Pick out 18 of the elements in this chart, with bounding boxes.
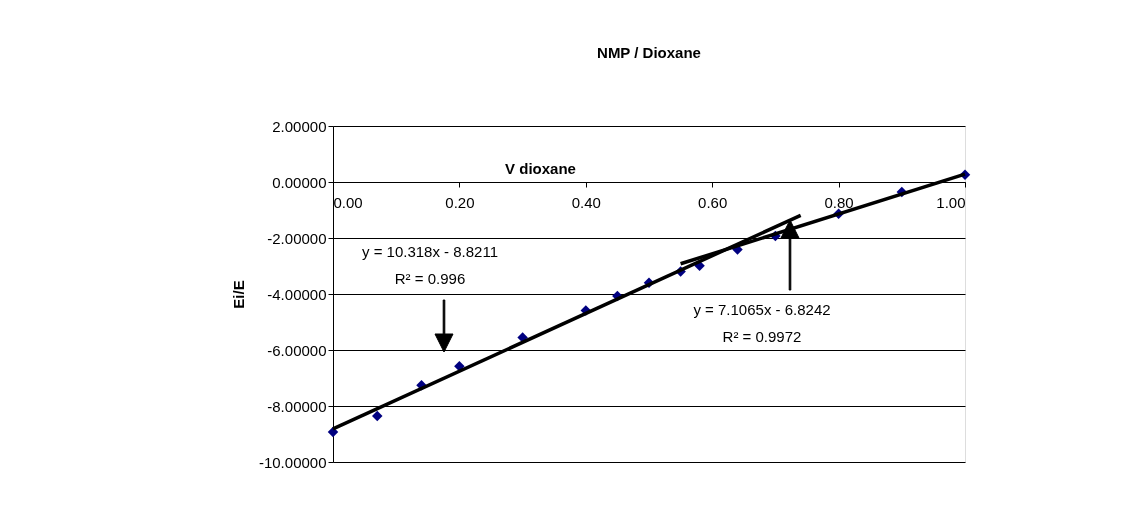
annotation: y = 10.318x - 8.8211 R² = 0.996 xyxy=(361,243,499,287)
y-axis-title: Ei/E xyxy=(229,280,247,309)
y-tick-label: 2.00000 xyxy=(272,117,327,135)
x-tick-label: 1.00 xyxy=(936,193,966,211)
chart-title: NMP / Dioxane xyxy=(597,44,701,61)
x-tick-label: 0.40 xyxy=(571,193,601,211)
y-tick-label: -6.00000 xyxy=(267,341,327,359)
y-tick-label: -8.00000 xyxy=(267,397,327,415)
x-axis-title: V dioxane xyxy=(505,159,576,177)
y-tick-label: -4.00000 xyxy=(267,285,327,303)
y-tick-label: 0.00000 xyxy=(272,173,327,191)
x-tick-label: 0.00 xyxy=(333,193,363,211)
x-tick-label: 0.60 xyxy=(698,193,728,211)
y-tick-label: -10.00000 xyxy=(258,453,327,471)
x-tick-label: 0.20 xyxy=(445,193,475,211)
x-tick-label: 0.80 xyxy=(824,193,854,211)
annotation: y = 7.1065x - 6.8242 R² = 0.9972 xyxy=(693,301,831,345)
y-tick-label: -2.00000 xyxy=(267,229,327,247)
